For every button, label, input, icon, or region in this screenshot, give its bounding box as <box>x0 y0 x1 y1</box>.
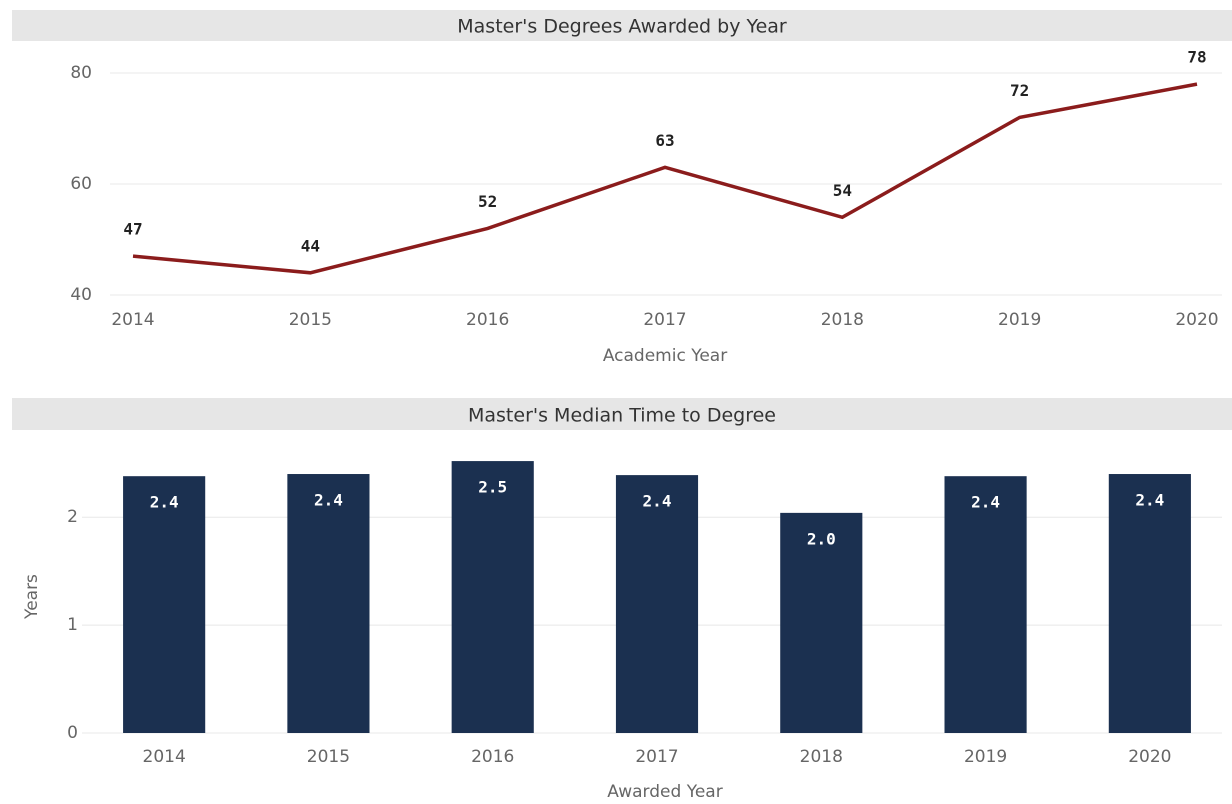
line <box>132 82 1198 275</box>
x-tick-label: 2014 <box>143 747 186 767</box>
bar <box>1108 474 1191 733</box>
x-tick-label: 2019 <box>998 310 1041 330</box>
x-tick-label: 2020 <box>1175 310 1218 330</box>
x-tick-label: 2018 <box>800 747 843 767</box>
chart-title: Master's Degrees Awarded by Year <box>457 16 787 38</box>
bar <box>123 476 206 733</box>
bar <box>944 476 1027 733</box>
y-tick-label: 80 <box>70 63 92 83</box>
y-tick-label: 2 <box>67 507 78 527</box>
data-label: 2.0 <box>807 529 836 548</box>
data-label: 47 <box>123 220 142 239</box>
data-label: 78 <box>1187 48 1206 67</box>
x-tick-label: 2017 <box>635 747 678 767</box>
x-tick-label: 2016 <box>466 310 509 330</box>
y-tick-label: 1 <box>67 615 78 635</box>
data-label: 2.4 <box>971 493 1000 512</box>
bar <box>451 461 534 733</box>
chart-title: Master's Median Time to Degree <box>468 405 776 427</box>
x-tick-label: 2018 <box>821 310 864 330</box>
data-label: 72 <box>1010 81 1029 100</box>
y-tick-label: 0 <box>67 723 78 743</box>
x-axis-title: Academic Year <box>603 346 727 366</box>
x-tick-label: 2014 <box>111 310 154 330</box>
data-label: 2.4 <box>150 493 179 512</box>
x-tick-label: 2015 <box>289 310 332 330</box>
x-tick-label: 2015 <box>307 747 350 767</box>
data-label: 2.4 <box>643 492 672 511</box>
y-tick-label: 60 <box>70 174 92 194</box>
data-label: 63 <box>655 131 674 150</box>
y-axis-title: Years <box>22 574 42 620</box>
x-tick-label: 2020 <box>1128 747 1171 767</box>
title-band <box>12 10 1232 41</box>
y-tick-label: 40 <box>70 285 92 305</box>
data-label: 52 <box>478 192 497 211</box>
bar <box>615 475 699 733</box>
bar <box>287 474 370 733</box>
data-label: 54 <box>833 181 852 200</box>
x-tick-label: 2017 <box>643 310 686 330</box>
data-label: 44 <box>301 236 320 255</box>
bar <box>780 512 863 733</box>
data-label: 2.4 <box>1135 491 1164 510</box>
title-band <box>12 398 1232 430</box>
data-label: 2.5 <box>478 478 507 497</box>
x-axis-title: Awarded Year <box>607 782 722 802</box>
x-tick-label: 2016 <box>471 747 514 767</box>
x-tick-label: 2019 <box>964 747 1007 767</box>
data-label: 2.4 <box>314 491 343 510</box>
